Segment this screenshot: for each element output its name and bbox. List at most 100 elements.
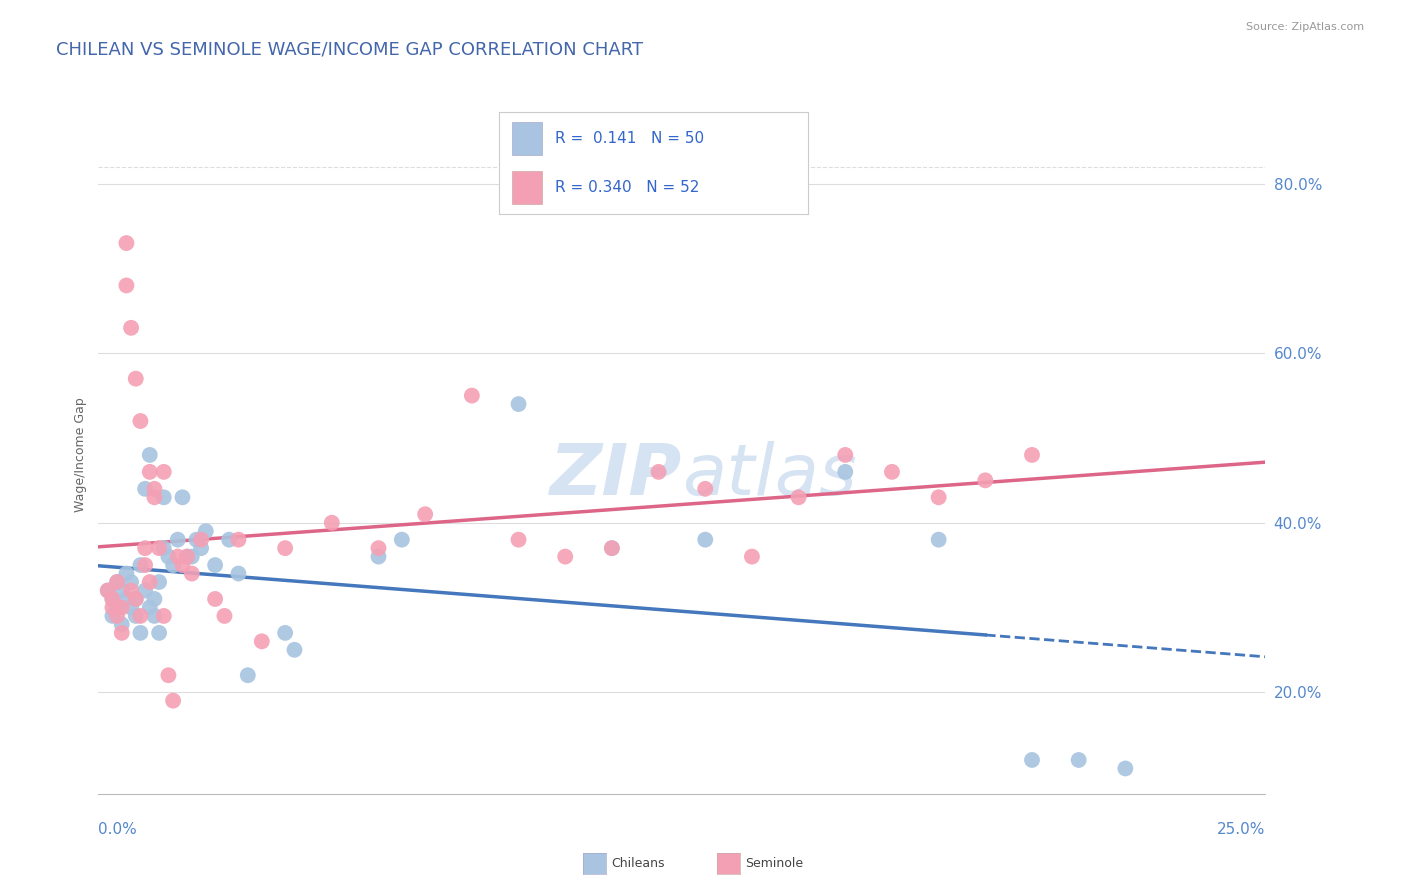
Point bbox=[250, 634, 273, 648]
Point bbox=[143, 491, 166, 505]
Point bbox=[186, 533, 208, 547]
Point bbox=[105, 600, 128, 615]
Point bbox=[218, 533, 240, 547]
Point bbox=[125, 592, 148, 607]
Point bbox=[115, 566, 138, 581]
Point bbox=[111, 626, 134, 640]
Point bbox=[97, 583, 120, 598]
Point bbox=[105, 574, 128, 589]
Point bbox=[111, 600, 134, 615]
Point bbox=[880, 465, 903, 479]
Text: Seminole: Seminole bbox=[745, 857, 803, 870]
Point bbox=[129, 558, 152, 573]
Text: Chileans: Chileans bbox=[612, 857, 665, 870]
Point bbox=[162, 694, 184, 708]
Point bbox=[190, 541, 212, 555]
Point bbox=[321, 516, 343, 530]
Point bbox=[204, 592, 226, 607]
Text: R =  0.141   N = 50: R = 0.141 N = 50 bbox=[555, 130, 704, 145]
Point bbox=[695, 533, 717, 547]
Point bbox=[600, 541, 623, 555]
Point bbox=[274, 541, 297, 555]
Point bbox=[600, 541, 623, 555]
Point bbox=[228, 533, 250, 547]
Point bbox=[236, 668, 259, 682]
Point bbox=[928, 491, 950, 505]
Point bbox=[367, 549, 389, 564]
Point bbox=[111, 617, 134, 632]
Point bbox=[190, 533, 212, 547]
Point bbox=[787, 491, 810, 505]
Point bbox=[283, 642, 305, 657]
Point bbox=[176, 549, 198, 564]
Point bbox=[194, 524, 217, 539]
Point bbox=[367, 541, 389, 555]
Point bbox=[166, 549, 188, 564]
Point bbox=[152, 609, 174, 624]
Point bbox=[152, 465, 174, 479]
Point bbox=[139, 465, 162, 479]
Point bbox=[105, 574, 128, 589]
Point bbox=[97, 583, 120, 598]
Point bbox=[120, 583, 142, 598]
Text: 25.0%: 25.0% bbox=[1218, 822, 1265, 837]
Point bbox=[176, 549, 198, 564]
Point bbox=[115, 592, 138, 607]
Point bbox=[172, 558, 194, 573]
Point bbox=[741, 549, 763, 564]
Point bbox=[647, 465, 669, 479]
Point bbox=[125, 609, 148, 624]
Point bbox=[274, 626, 297, 640]
Point bbox=[101, 592, 124, 607]
Point bbox=[139, 448, 162, 462]
Point bbox=[148, 541, 170, 555]
Point bbox=[172, 491, 194, 505]
Point bbox=[1114, 761, 1136, 775]
Point bbox=[1021, 753, 1043, 767]
Point bbox=[143, 592, 166, 607]
Point bbox=[134, 558, 156, 573]
Text: Source: ZipAtlas.com: Source: ZipAtlas.com bbox=[1246, 22, 1364, 32]
Point bbox=[105, 609, 128, 624]
Point bbox=[143, 482, 166, 496]
Point bbox=[120, 600, 142, 615]
Point bbox=[120, 321, 142, 335]
Text: atlas: atlas bbox=[682, 441, 856, 509]
Point bbox=[134, 482, 156, 496]
Point bbox=[162, 558, 184, 573]
Point bbox=[508, 533, 530, 547]
Point bbox=[129, 414, 152, 428]
Point bbox=[134, 541, 156, 555]
Point bbox=[228, 566, 250, 581]
Point bbox=[148, 626, 170, 640]
Point bbox=[508, 397, 530, 411]
Y-axis label: Wage/Income Gap: Wage/Income Gap bbox=[75, 398, 87, 512]
Text: CHILEAN VS SEMINOLE WAGE/INCOME GAP CORRELATION CHART: CHILEAN VS SEMINOLE WAGE/INCOME GAP CORR… bbox=[56, 40, 644, 58]
Point bbox=[1067, 753, 1090, 767]
Point bbox=[152, 541, 174, 555]
Point bbox=[101, 600, 124, 615]
Point bbox=[134, 583, 156, 598]
Point bbox=[166, 533, 188, 547]
Text: R = 0.340   N = 52: R = 0.340 N = 52 bbox=[555, 180, 699, 195]
Point bbox=[214, 609, 236, 624]
Point bbox=[834, 448, 856, 462]
Point bbox=[139, 574, 162, 589]
Text: 0.0%: 0.0% bbox=[98, 822, 138, 837]
Point bbox=[204, 558, 226, 573]
Point bbox=[148, 574, 170, 589]
Point bbox=[157, 549, 180, 564]
Point bbox=[695, 482, 717, 496]
Point bbox=[125, 592, 148, 607]
Point bbox=[139, 600, 162, 615]
Point bbox=[974, 473, 997, 487]
Point bbox=[120, 574, 142, 589]
Point bbox=[115, 278, 138, 293]
Bar bbox=[512, 171, 543, 204]
Point bbox=[129, 609, 152, 624]
Point bbox=[129, 626, 152, 640]
Point bbox=[101, 609, 124, 624]
Point bbox=[834, 465, 856, 479]
Point bbox=[180, 549, 202, 564]
Point bbox=[157, 668, 180, 682]
